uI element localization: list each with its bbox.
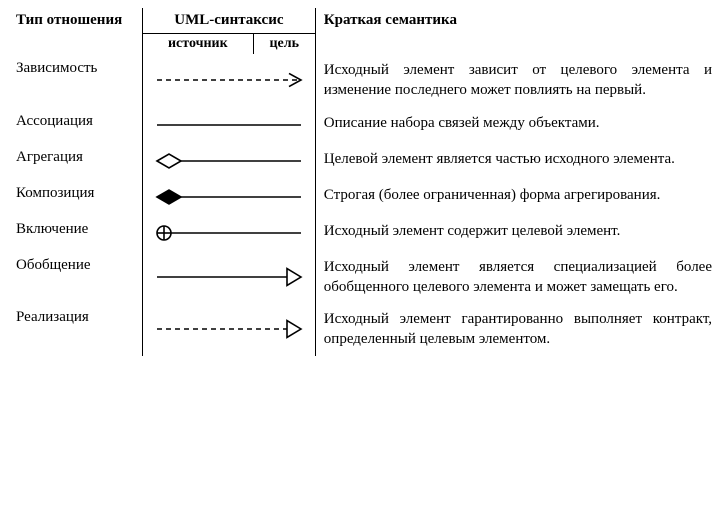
relationship-semantics: Описание набора связей между объектами. bbox=[315, 107, 720, 143]
uml-notation-association bbox=[143, 107, 316, 143]
relationship-semantics: Строгая (более ограниченная) форма агрег… bbox=[315, 179, 720, 215]
relationship-type: Реализация bbox=[8, 303, 143, 356]
uml-relationships-table: Тип отношения UML-синтаксис Краткая сема… bbox=[8, 8, 720, 356]
uml-notation-containment bbox=[143, 215, 316, 251]
relationship-type: Композиция bbox=[8, 179, 143, 215]
relationship-type: Ассоциация bbox=[8, 107, 143, 143]
relationship-type: Обобщение bbox=[8, 251, 143, 304]
relationship-semantics: Исходный элемент гарантированно выполняе… bbox=[315, 303, 720, 356]
uml-notation-aggregation bbox=[143, 143, 316, 179]
relationship-semantics: Исходный элемент является специализацией… bbox=[315, 251, 720, 304]
uml-notation-composition bbox=[143, 179, 316, 215]
table-row: Зависимость Исходный элемент зависит от ц… bbox=[8, 54, 720, 107]
table-row: Композиция Строгая (более ограниченная) ф… bbox=[8, 179, 720, 215]
header-semantics: Краткая семантика bbox=[315, 8, 720, 54]
relationship-type: Агрегация bbox=[8, 143, 143, 179]
table-row: Включение Исходный элемент содержит целев… bbox=[8, 215, 720, 251]
table-row: Обобщение Исходный элемент является специ… bbox=[8, 251, 720, 304]
header-source: источник bbox=[143, 34, 254, 55]
relationship-semantics: Целевой элемент является частью исходног… bbox=[315, 143, 720, 179]
relationship-semantics: Исходный элемент зависит от целевого эле… bbox=[315, 54, 720, 107]
relationship-semantics: Исходный элемент содержит целевой элемен… bbox=[315, 215, 720, 251]
uml-notation-generalization bbox=[143, 251, 316, 304]
uml-notation-realization bbox=[143, 303, 316, 356]
uml-notation-dependency bbox=[143, 54, 316, 107]
relationship-type: Зависимость bbox=[8, 54, 143, 107]
header-type: Тип отношения bbox=[8, 8, 143, 54]
table-row: Реализация Исходный элемент гарантированн… bbox=[8, 303, 720, 356]
header-target: цель bbox=[253, 34, 315, 55]
header-uml: UML-синтаксис bbox=[143, 8, 316, 34]
table-row: Ассоциация Описание набора связей между о… bbox=[8, 107, 720, 143]
table-row: Агрегация Целевой элемент является частью… bbox=[8, 143, 720, 179]
relationship-type: Включение bbox=[8, 215, 143, 251]
